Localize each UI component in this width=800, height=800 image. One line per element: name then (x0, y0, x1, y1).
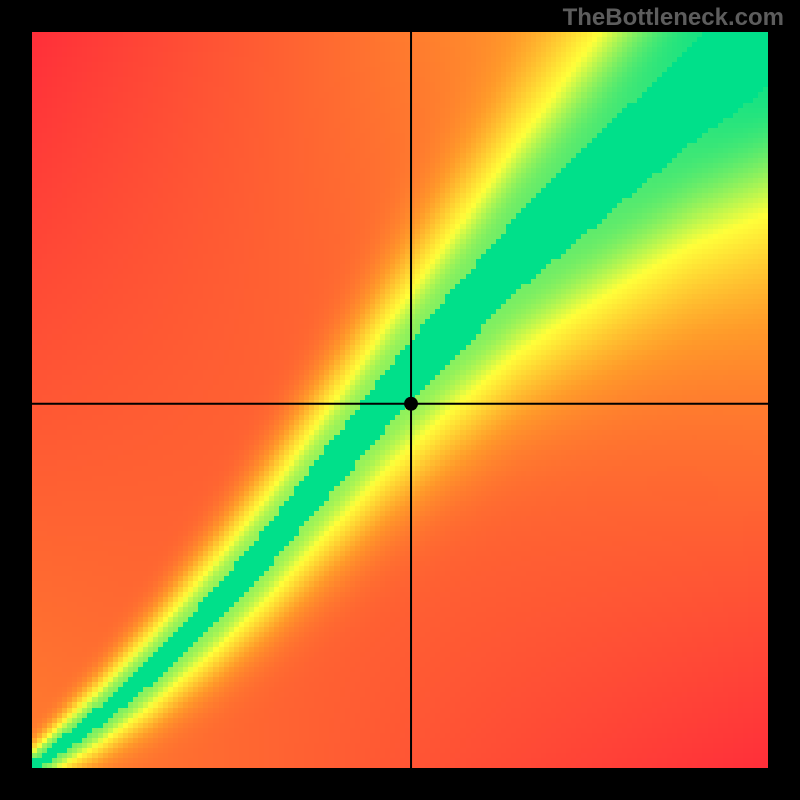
watermark-text: TheBottleneck.com (563, 4, 784, 32)
bottleneck-heatmap (32, 32, 768, 768)
chart-container: TheBottleneck.com (0, 0, 800, 800)
